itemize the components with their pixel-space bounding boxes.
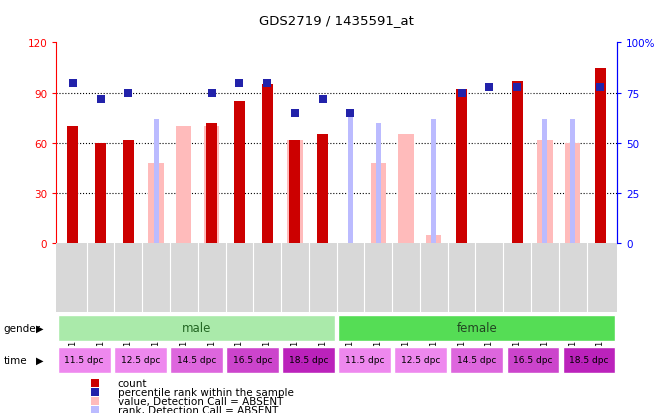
Text: 18.5 dpc: 18.5 dpc [289,356,328,364]
Bar [348,114,353,244]
Bar [395,347,447,373]
Bar [570,119,575,244]
Text: GDS2719 / 1435591_at: GDS2719 / 1435591_at [259,14,414,27]
Bar [58,347,110,373]
Text: value, Detection Call = ABSENT: value, Detection Call = ABSENT [117,396,283,406]
Bar [287,140,302,244]
Bar [317,135,328,244]
Text: ▶: ▶ [36,355,44,365]
Bar [176,127,191,244]
Text: 12.5 dpc: 12.5 dpc [121,356,160,364]
Text: gender: gender [3,323,40,333]
Bar [339,315,615,341]
Bar [114,347,166,373]
Bar [512,82,523,244]
Bar [451,347,503,373]
Bar [371,164,386,244]
Bar [154,119,158,244]
Bar [543,119,547,244]
Text: ▶: ▶ [36,323,44,333]
Bar [456,90,467,244]
Bar [123,140,134,244]
Bar [431,119,436,244]
Bar [399,135,414,244]
Text: male: male [182,322,211,335]
Text: 16.5 dpc: 16.5 dpc [233,356,272,364]
Bar [226,347,279,373]
Bar [148,164,164,244]
Bar [339,347,391,373]
Text: 11.5 dpc: 11.5 dpc [345,356,384,364]
Text: female: female [457,322,497,335]
Text: 12.5 dpc: 12.5 dpc [401,356,440,364]
Bar [289,140,300,244]
Bar [507,347,559,373]
Bar [376,123,381,244]
Text: rank, Detection Call = ABSENT: rank, Detection Call = ABSENT [117,405,278,413]
Text: count: count [117,379,147,389]
Bar [537,140,552,244]
Bar [565,143,580,244]
Bar [95,143,106,244]
Text: 18.5 dpc: 18.5 dpc [570,356,609,364]
Text: 11.5 dpc: 11.5 dpc [65,356,104,364]
Text: 16.5 dpc: 16.5 dpc [513,356,552,364]
Bar [204,127,219,244]
Bar [170,347,222,373]
Bar [282,347,335,373]
Bar [426,235,442,244]
Text: percentile rank within the sample: percentile rank within the sample [117,387,294,397]
Bar [67,127,79,244]
Text: time: time [3,355,27,365]
Bar [261,85,273,244]
Text: 14.5 dpc: 14.5 dpc [457,356,496,364]
Bar [563,347,615,373]
Text: 14.5 dpc: 14.5 dpc [177,356,216,364]
Bar [206,123,217,244]
Bar [58,315,335,341]
Bar [595,69,606,244]
Bar [234,102,245,244]
